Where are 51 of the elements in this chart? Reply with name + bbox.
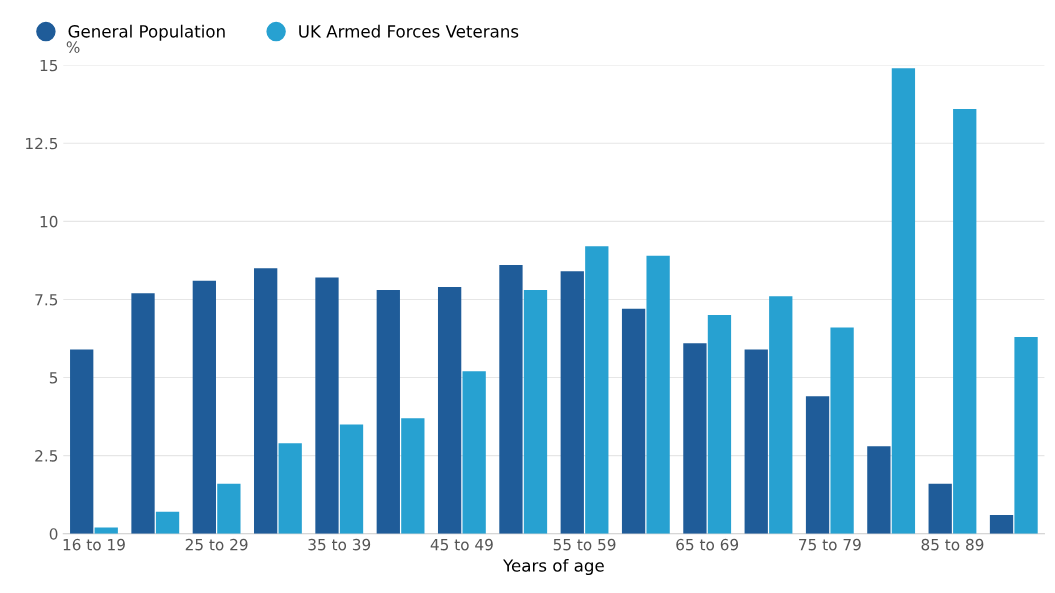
bar: [70, 349, 94, 534]
bar: [928, 483, 952, 534]
bar: [462, 371, 486, 534]
y-tick-label: 7.5: [35, 294, 58, 306]
bar: [621, 308, 646, 534]
bar: [769, 296, 793, 534]
legend-label: UK Armed Forces Veterans: [299, 24, 519, 38]
bar: [523, 290, 548, 534]
bar: [278, 443, 302, 534]
y-tick-label: 12.5: [26, 137, 58, 150]
bar: [155, 511, 180, 534]
bar: [499, 265, 523, 534]
y-tick-label: 15: [40, 59, 58, 72]
x-tick-label: 35 to 39: [308, 538, 371, 551]
x-tick-label: 25 to 29: [185, 538, 248, 551]
bar: [192, 280, 216, 534]
bar: [315, 277, 339, 534]
bar: [744, 349, 768, 534]
x-axis-title: Years of age: [503, 558, 604, 576]
bar: [891, 68, 916, 534]
bar: [339, 424, 364, 534]
x-tick-label: 75 to 79: [799, 538, 861, 551]
bar: [989, 514, 1014, 534]
bar: [830, 327, 854, 534]
legend-label: General Population: [68, 24, 225, 41]
bar: [683, 343, 707, 534]
y-tick-label: 10: [40, 215, 58, 228]
y-tick-label: 2.5: [35, 450, 58, 462]
y-axis-title: %: [66, 41, 80, 53]
bar: [254, 268, 278, 534]
bar: [585, 246, 609, 534]
bar: [707, 315, 732, 534]
bar: [94, 527, 118, 534]
bar: [217, 483, 241, 534]
x-tick-label: 65 to 69: [676, 538, 739, 551]
x-tick-label: 85 to 89: [921, 538, 984, 551]
bar: [131, 293, 155, 534]
x-tick-label: 55 to 59: [553, 538, 616, 551]
x-tick-label: 45 to 49: [430, 538, 493, 551]
bar: [953, 108, 977, 534]
bar: [401, 418, 425, 534]
x-tick-label: 16 to 19: [63, 538, 125, 551]
bar: [560, 271, 584, 534]
bar: [437, 286, 462, 534]
bar: [1014, 336, 1038, 534]
bar: [867, 446, 891, 534]
bar: [376, 290, 400, 534]
y-tick-label: 0: [49, 528, 58, 540]
y-tick-label: 5: [49, 372, 58, 384]
bar: [646, 255, 670, 534]
bar: [805, 396, 830, 534]
